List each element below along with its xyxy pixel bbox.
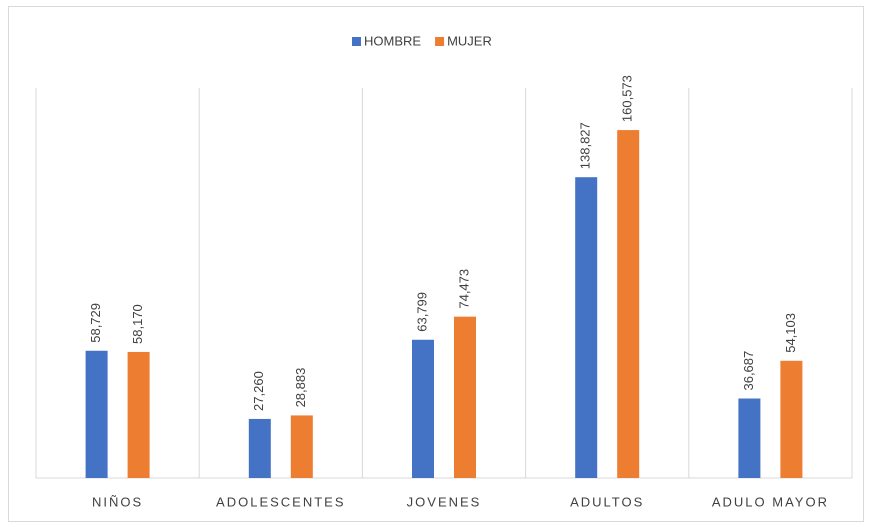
data-label: 58,170 xyxy=(130,304,145,344)
bar xyxy=(575,177,598,478)
x-tick-label: ADOLESCENTES xyxy=(216,494,345,509)
data-label: 58,729 xyxy=(88,303,103,343)
x-tick-label: NIÑOS xyxy=(92,494,143,509)
legend-label: MUJER xyxy=(447,33,492,48)
bar xyxy=(780,360,803,478)
bar xyxy=(617,130,640,478)
bar xyxy=(412,339,434,478)
data-label: 74,473 xyxy=(456,269,471,309)
legend-swatch xyxy=(435,37,445,46)
bar xyxy=(290,415,313,478)
data-label: 54,103 xyxy=(783,313,798,353)
bar xyxy=(127,351,150,478)
data-label: 28,883 xyxy=(293,368,308,408)
legend-swatch xyxy=(352,37,361,46)
data-label: 160,573 xyxy=(620,75,635,122)
x-tick-label: ADULTOS xyxy=(570,494,644,509)
x-tick-label: ADULO MAYOR xyxy=(712,494,829,509)
legend-label: HOMBRE xyxy=(364,33,421,48)
data-label: 138,827 xyxy=(578,122,593,169)
bar xyxy=(85,350,108,478)
bar xyxy=(738,398,761,478)
bar xyxy=(248,418,271,478)
x-tick-label: JOVENES xyxy=(407,494,482,509)
bar xyxy=(454,316,476,478)
chart-border xyxy=(8,6,864,522)
data-label: 36,687 xyxy=(741,351,756,391)
data-label: 63,799 xyxy=(414,292,429,332)
data-label: 27,260 xyxy=(251,371,266,411)
